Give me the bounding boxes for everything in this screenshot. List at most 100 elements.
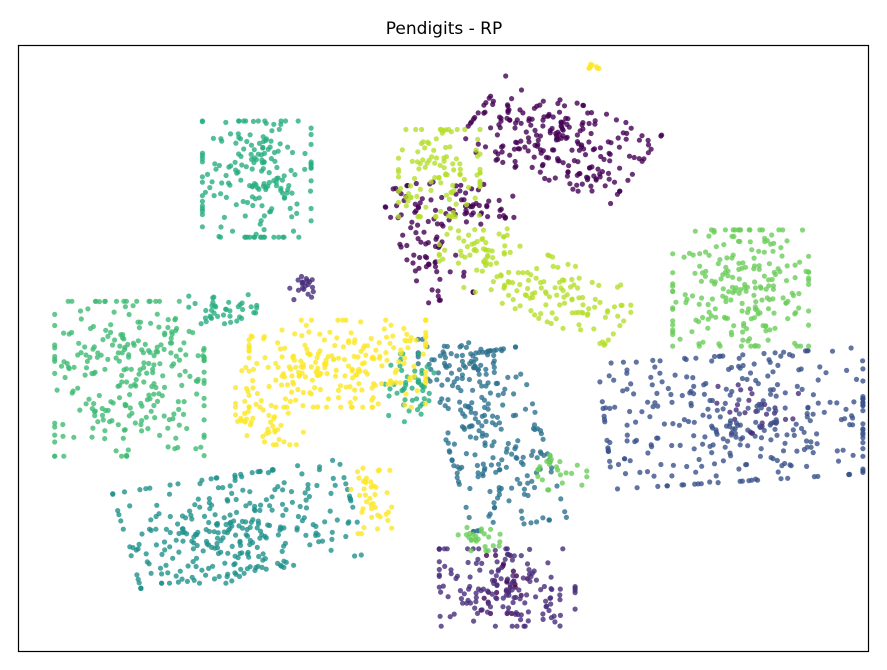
scatter-point-class-9 [254,360,260,367]
scatter-point-class-0 [584,174,590,180]
scatter-point-class-2 [745,443,751,449]
scatter-point-class-8 [628,309,634,315]
scatter-point-class-8 [575,285,581,291]
scatter-point-class-2 [700,441,706,447]
scatter-point-class-7 [729,332,735,338]
scatter-point-class-0 [540,98,546,104]
scatter-point-class-6 [91,344,97,350]
scatter-point-class-7 [677,336,683,342]
scatter-point-class-8 [447,225,453,231]
scatter-point-class-6 [176,422,182,428]
scatter-point-class-0 [411,252,417,258]
scatter-point-class-4 [116,512,122,518]
scatter-point-class-3 [459,352,465,358]
scatter-point-class-7 [569,470,575,476]
scatter-point-class-0 [426,261,432,267]
scatter-point-class-8 [477,181,483,188]
scatter-point-class-7 [735,227,742,233]
scatter-point-class-5 [418,411,424,417]
scatter-point-class-0 [513,163,519,169]
scatter-point-class-5 [414,407,421,413]
scatter-point-class-5 [302,166,308,172]
scatter-point-class-2 [778,476,784,482]
scatter-point-class-0 [428,197,434,203]
scatter-point-class-6 [136,371,142,377]
scatter-point-class-6 [93,298,99,304]
scatter-point-class-2 [607,464,613,470]
scatter-point-class-3 [530,448,536,454]
scatter-point-class-5 [199,211,205,218]
scatter-point-class-7 [670,251,676,257]
scatter-point-class-0 [626,153,633,159]
scatter-point-class-6 [182,368,188,374]
scatter-point-class-9 [245,409,251,415]
scatter-point-class-3 [496,488,502,494]
scatter-point-class-4 [143,486,149,492]
scatter-point-class-6 [120,335,126,341]
scatter-point-class-3 [463,504,469,510]
scatter-point-class-7 [689,329,695,335]
scatter-point-class-3 [524,382,530,388]
scatter-point-class-0 [608,140,614,146]
scatter-point-class-1 [436,572,442,578]
scatter-point-class-4 [244,526,250,533]
scatter-point-class-4 [319,538,326,544]
scatter-point-class-2 [773,408,779,414]
scatter-point-class-4 [313,530,319,536]
scatter-point-class-7 [790,292,797,299]
scatter-point-class-9 [390,333,396,339]
scatter-point-class-8 [480,227,487,233]
scatter-point-class-9 [423,401,429,407]
scatter-point-class-2 [679,392,685,399]
scatter-point-class-5 [210,135,216,141]
scatter-point-class-9 [303,322,309,328]
scatter-point-class-1 [522,600,528,606]
scatter-point-class-9 [292,331,298,337]
scatter-point-class-5 [278,121,284,127]
scatter-point-class-4 [154,502,160,508]
scatter-point-class-2 [684,463,690,470]
scatter-point-class-8 [488,287,494,293]
scatter-point-class-4 [163,526,169,532]
scatter-point-class-3 [514,476,520,482]
scatter-point-class-8 [576,322,582,328]
scatter-point-class-3 [482,442,488,448]
scatter-point-class-3 [459,372,465,378]
scatter-point-class-4 [322,519,328,525]
scatter-point-class-2 [743,462,749,468]
scatter-point-class-4 [203,572,209,578]
scatter-point-class-3 [480,461,486,467]
scatter-point-class-5 [261,138,267,145]
scatter-point-class-6 [52,342,58,348]
scatter-point-class-3 [475,419,481,425]
scatter-point-class-9 [378,381,385,387]
scatter-point-class-3 [517,481,523,487]
scatter-point-class-6 [133,383,139,389]
scatter-point-class-5 [186,293,192,299]
scatter-point-class-0 [588,110,595,116]
scatter-point-class-1 [436,584,442,590]
scatter-point-class-5 [208,315,215,321]
scatter-point-class-8 [474,267,480,273]
scatter-point-class-3 [483,383,489,389]
scatter-point-class-2 [738,436,744,442]
scatter-point-class-7 [770,286,777,292]
scatter-point-class-3 [495,392,501,398]
scatter-point-class-0 [529,164,535,170]
scatter-point-class-9 [332,342,338,349]
scatter-point-class-1 [458,596,464,602]
scatter-point-class-2 [706,414,712,420]
scatter-point-class-1 [309,294,315,300]
scatter-point-class-8 [403,194,409,200]
scatter-point-class-6 [116,383,123,389]
scatter-point-class-8 [461,284,467,291]
scatter-point-class-0 [435,293,441,299]
scatter-point-class-6 [176,298,182,304]
scatter-point-class-5 [308,165,314,171]
scatter-point-class-5 [265,146,271,152]
scatter-point-class-0 [439,194,445,201]
scatter-point-class-4 [110,491,116,497]
scatter-point-class-8 [436,251,442,257]
scatter-point-class-0 [595,166,601,172]
scatter-point-class-5 [233,167,239,173]
